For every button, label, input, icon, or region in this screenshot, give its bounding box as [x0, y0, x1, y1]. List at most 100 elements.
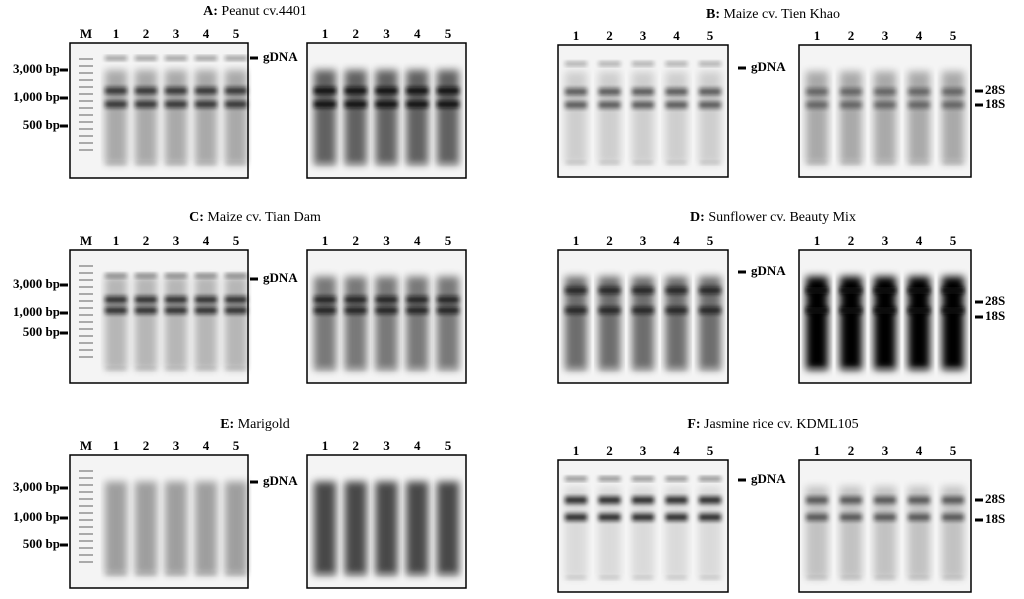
rna-band [908, 101, 930, 109]
low-band [166, 161, 186, 165]
rna-band [665, 496, 688, 504]
marker-label: 1,000 bp [13, 89, 60, 104]
low-band [909, 576, 929, 580]
low-band [566, 576, 586, 580]
rna-band [665, 286, 688, 294]
low-band [376, 572, 397, 576]
rna-band [806, 513, 828, 521]
marker-tick [60, 96, 68, 100]
lane-smear [632, 276, 654, 370]
lane-smear [437, 481, 459, 575]
rna-band [665, 306, 688, 314]
lane-label: 1 [814, 28, 821, 43]
lane-label: 4 [673, 443, 680, 458]
ladder-band [79, 307, 93, 309]
rna-band [565, 286, 587, 294]
ladder-band [79, 86, 93, 88]
gdna-tick [250, 277, 258, 281]
marker-label: 3,000 bp [13, 61, 60, 76]
marker-label: 500 bp [23, 117, 60, 132]
gel-image [69, 454, 249, 589]
rna-band [840, 306, 862, 314]
lane-label: 3 [383, 233, 390, 248]
panel-name: Maize cv. Tian Dam [207, 210, 321, 225]
rna-band [874, 496, 896, 504]
marker-label: 500 bp [23, 536, 60, 551]
rna-band [699, 61, 721, 66]
rna-band [225, 306, 247, 314]
rna-band [225, 100, 247, 108]
ladder-band [79, 505, 93, 507]
lane-label: 3 [173, 438, 180, 453]
gdna-label: gDNA [751, 59, 786, 74]
rna-band [598, 496, 621, 504]
low-band [315, 367, 335, 371]
panel-name: Maize cv. Tien Khao [723, 7, 840, 22]
rna-band [375, 87, 398, 95]
marker-label: 1,000 bp [13, 509, 60, 524]
lane-smear [699, 486, 721, 579]
lane-label: 4 [916, 28, 923, 43]
lane-label: 1 [322, 26, 329, 41]
ladder-band [79, 135, 93, 137]
low-band [438, 572, 458, 576]
rna-band [632, 88, 654, 96]
low-band [407, 367, 428, 371]
rna-band [105, 87, 127, 95]
lane-smear [806, 486, 828, 579]
low-band [136, 161, 156, 165]
lane-label: 1 [322, 438, 329, 453]
lane-smear [874, 276, 896, 370]
rna-band [598, 306, 621, 314]
ladder-band [79, 526, 93, 528]
rna-band [165, 296, 187, 304]
marker-tick [60, 283, 68, 287]
lane-smear [165, 481, 187, 575]
rna-band [314, 87, 336, 95]
rna-band [806, 306, 828, 314]
lane-smear [598, 486, 621, 579]
gdna-tick [738, 66, 746, 70]
lane-label: 4 [414, 438, 421, 453]
lane-smear [840, 276, 862, 370]
lane-smear [105, 276, 127, 370]
lane-smear [314, 276, 336, 370]
panel-title: E: Marigold [220, 417, 290, 432]
ladder-band [79, 477, 93, 479]
rna-band [437, 296, 459, 304]
gdna-label: gDNA [263, 270, 298, 285]
low-band [633, 367, 653, 371]
lane-label: 1 [113, 26, 120, 41]
lane-label: 4 [414, 26, 421, 41]
ladder-band [79, 328, 93, 330]
rna-band [942, 496, 964, 504]
lane-label: 2 [143, 233, 150, 248]
lane-label: M [80, 233, 92, 248]
rna-band [195, 100, 217, 108]
rna-band [344, 87, 367, 95]
low-band [943, 367, 963, 371]
rna-band [840, 496, 862, 504]
rrna-tick [975, 89, 983, 93]
rrna-tick [975, 103, 983, 107]
rna-band [225, 296, 247, 304]
rna-band [840, 88, 862, 96]
gdna-label: gDNA [263, 473, 298, 488]
rrna-label: 28S [985, 293, 1005, 308]
low-band [943, 576, 963, 580]
lane-label: 5 [950, 233, 957, 248]
lane-label: 2 [606, 28, 613, 43]
ladder-band [79, 512, 93, 514]
panel-title: D: Sunflower cv. Beauty Mix [690, 210, 856, 225]
lane-smear [942, 276, 964, 370]
lane-label: 1 [573, 233, 580, 248]
marker-label: 3,000 bp [13, 276, 60, 291]
lane-smear [565, 486, 587, 579]
lane-smear [406, 70, 429, 165]
lane-label: 2 [848, 443, 855, 458]
rna-band [375, 306, 398, 314]
rna-band [942, 286, 964, 294]
lane-smear [195, 276, 217, 370]
lane-smear [874, 71, 896, 164]
